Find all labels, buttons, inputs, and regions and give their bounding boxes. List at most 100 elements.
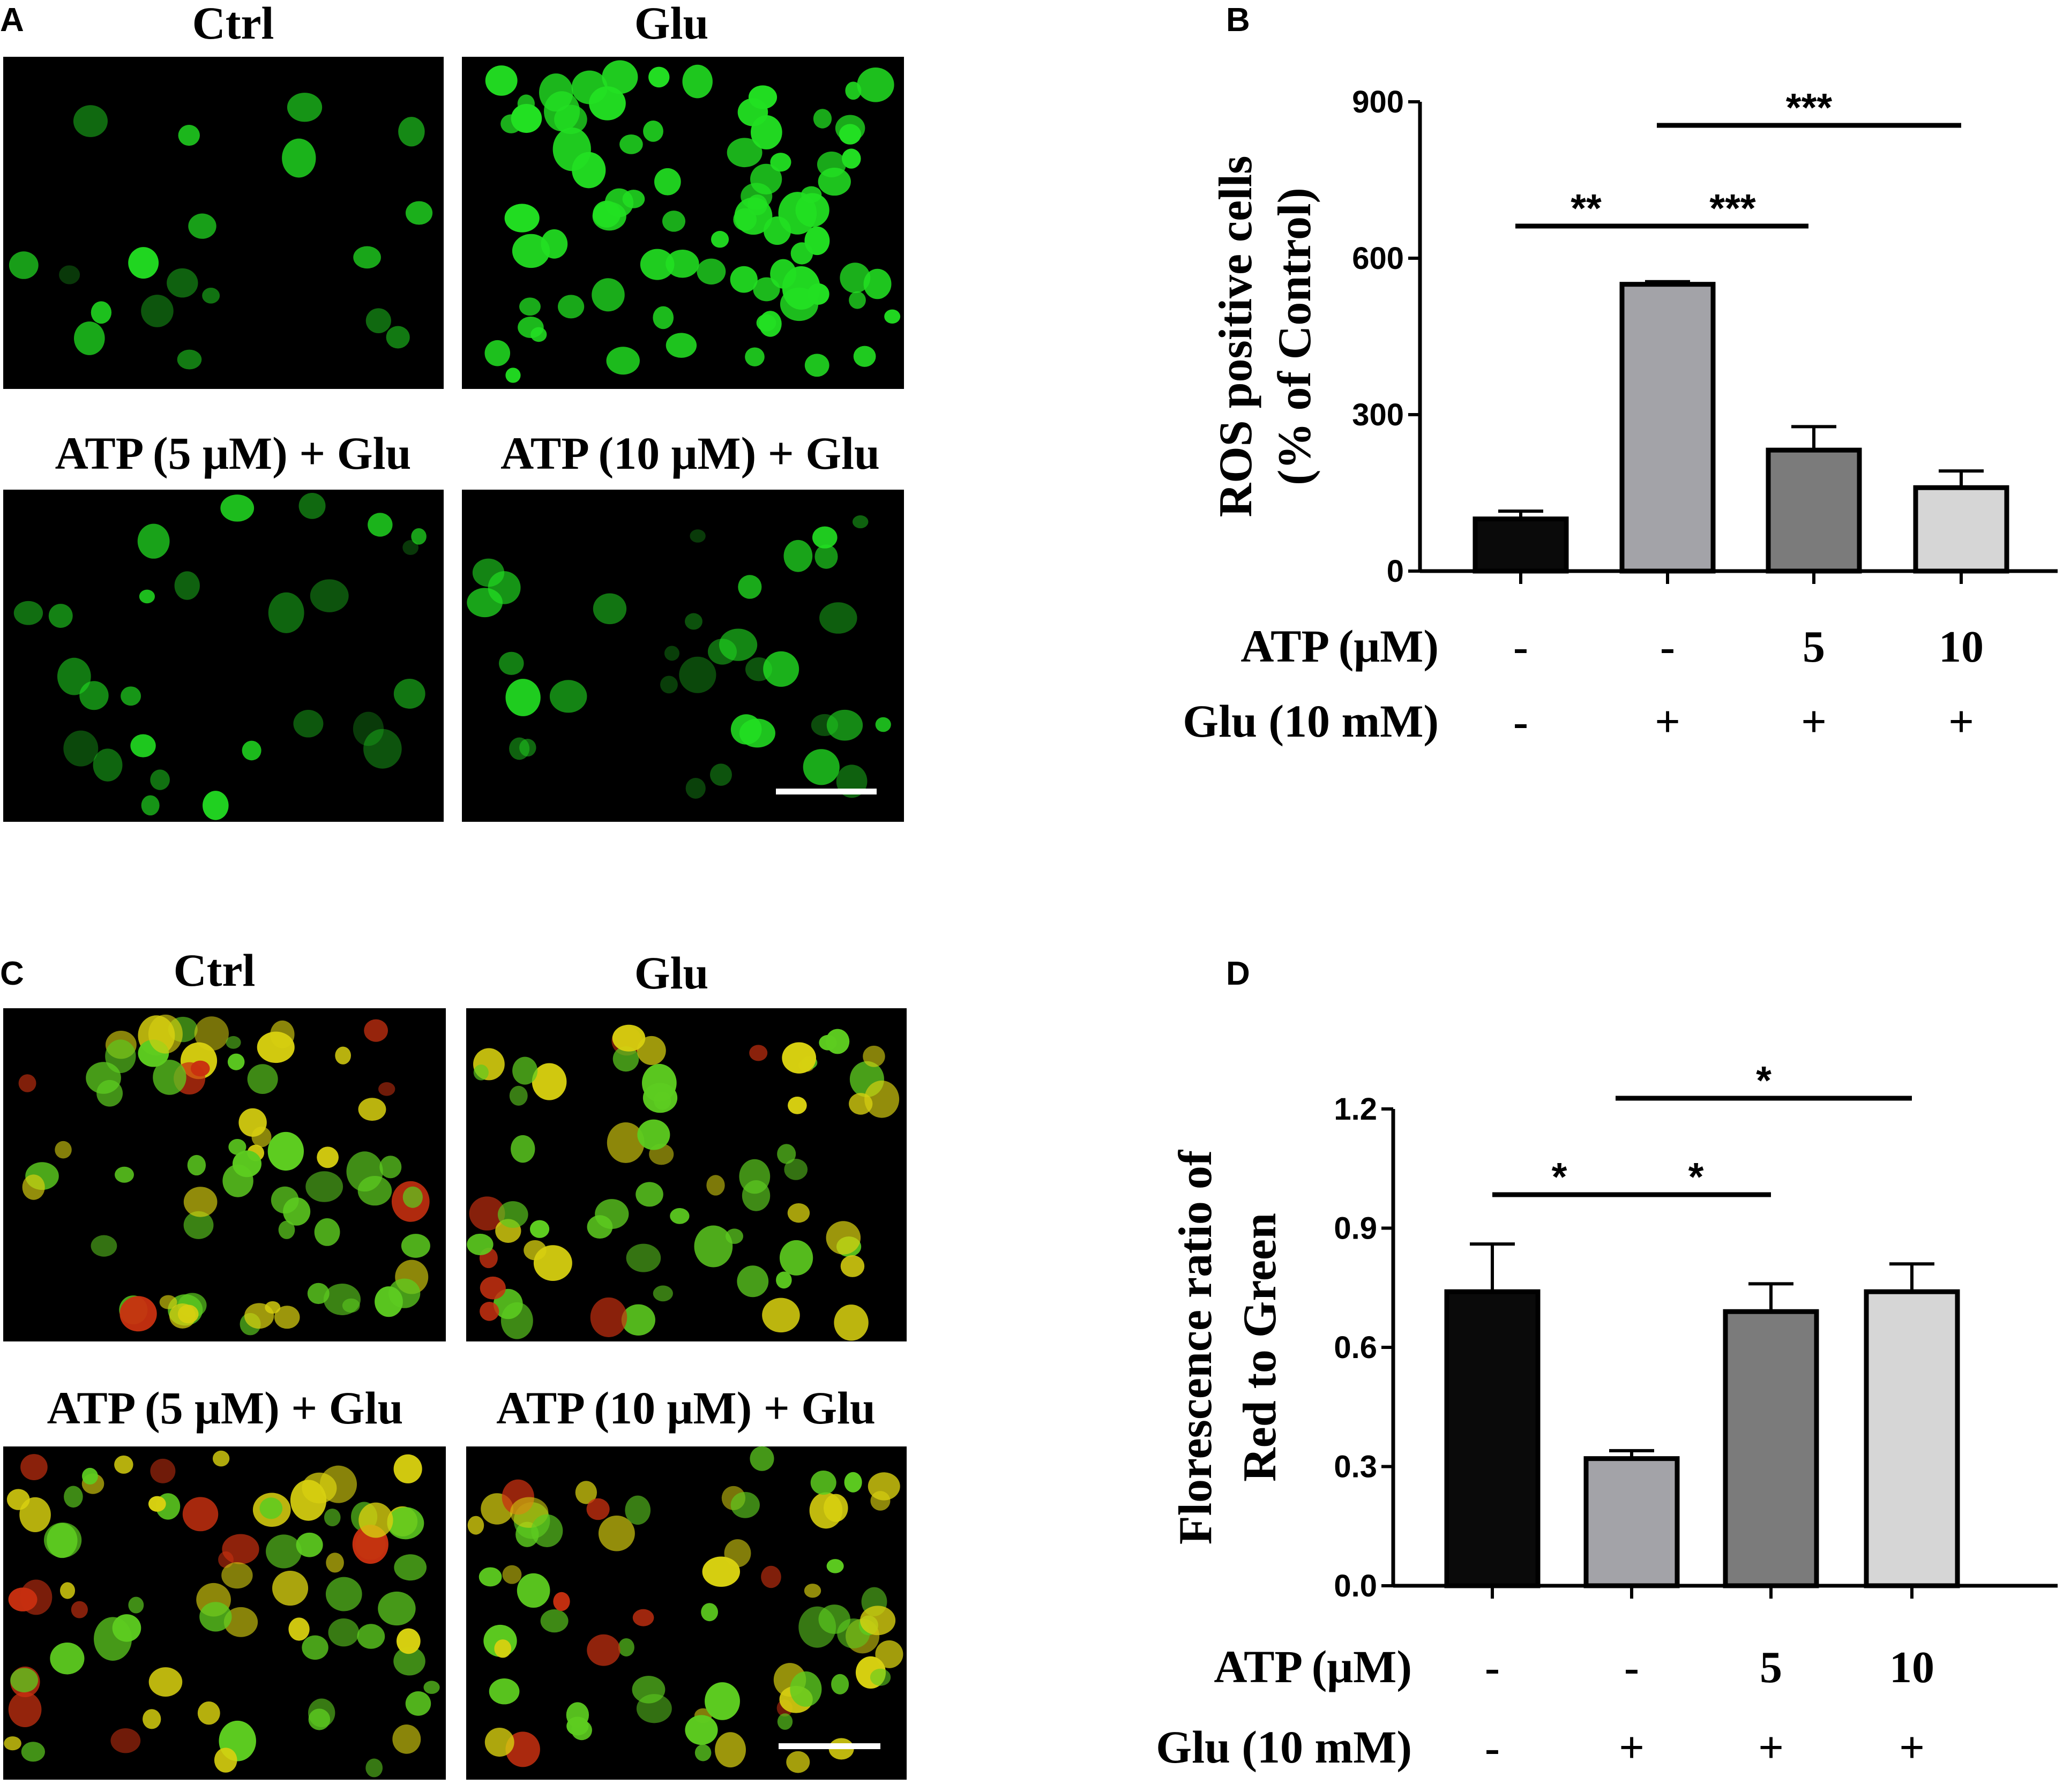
- cell: [55, 1141, 72, 1159]
- cell: [266, 1534, 302, 1569]
- cell: [137, 523, 170, 559]
- cell: [711, 230, 729, 248]
- cell: [183, 1211, 214, 1239]
- condition-value: +: [1655, 697, 1680, 747]
- cell: [59, 1582, 76, 1599]
- cell: [509, 737, 530, 760]
- cell: [786, 1751, 810, 1773]
- panel-letter-b: B: [1226, 2, 1250, 39]
- cell: [750, 1446, 774, 1471]
- cell: [267, 1131, 304, 1171]
- cell: [825, 1029, 850, 1054]
- cell: [298, 493, 326, 519]
- cell: [529, 1220, 550, 1238]
- cell: [811, 714, 839, 737]
- cell: [818, 168, 851, 196]
- cell: [840, 263, 871, 294]
- cell: [411, 528, 427, 545]
- cell: [96, 1079, 123, 1107]
- cell: [648, 66, 670, 88]
- cell: [730, 1491, 760, 1518]
- cell: [637, 1119, 670, 1150]
- cell: [259, 1497, 283, 1519]
- cell: [519, 297, 541, 316]
- cell: [554, 104, 587, 134]
- cell: [804, 1584, 821, 1598]
- cell: [467, 1516, 484, 1535]
- condition-value: -: [1485, 1723, 1500, 1773]
- condition-label: ATP (μM): [1240, 620, 1439, 672]
- cell: [238, 1108, 267, 1137]
- condition-value: -: [1660, 622, 1675, 672]
- y-tick-label: 900: [1352, 85, 1404, 119]
- cell: [884, 309, 901, 324]
- cell: [268, 592, 304, 633]
- cell: [467, 588, 503, 618]
- cell: [500, 114, 522, 133]
- cell: [505, 368, 521, 383]
- condition-value: +: [1948, 697, 1974, 747]
- cell: [190, 1060, 210, 1077]
- cell: [795, 193, 829, 227]
- cell: [64, 1486, 83, 1508]
- cell: [685, 1715, 718, 1745]
- cell: [22, 1174, 45, 1200]
- cell: [532, 1063, 567, 1100]
- cell: [852, 515, 869, 529]
- cell: [826, 1559, 844, 1573]
- cell: [517, 1573, 550, 1608]
- cell: [504, 204, 540, 233]
- cell: [682, 64, 713, 99]
- bar: [1619, 282, 1716, 574]
- micrograph-background: [466, 1008, 907, 1341]
- cell: [18, 1074, 36, 1092]
- image-title: ATP (10 μM) + Glu: [500, 428, 880, 479]
- cell: [187, 1154, 206, 1176]
- cell: [860, 1606, 896, 1636]
- micrograph-ctrl: [3, 57, 444, 389]
- cell: [612, 1024, 646, 1052]
- cell: [500, 1302, 533, 1339]
- cell: [502, 1565, 522, 1584]
- cell: [159, 1295, 177, 1309]
- cell: [293, 710, 324, 738]
- cell: [326, 1553, 344, 1573]
- cell: [587, 1215, 613, 1239]
- cell: [6, 1489, 30, 1510]
- y-axis-label: (% of Control): [1269, 188, 1321, 485]
- cell: [110, 1728, 141, 1753]
- cell: [670, 1208, 690, 1224]
- cell: [323, 1284, 361, 1315]
- cell: [625, 1495, 651, 1525]
- cell: [810, 1470, 836, 1495]
- cell: [727, 138, 763, 168]
- cell: [8, 1692, 42, 1727]
- cell: [13, 601, 43, 625]
- cell: [232, 1150, 261, 1178]
- cell: [148, 1014, 183, 1054]
- cell: [480, 1301, 499, 1321]
- cell: [63, 730, 99, 767]
- cell: [365, 308, 391, 333]
- cell: [745, 657, 773, 681]
- cell: [804, 354, 829, 377]
- cell: [202, 288, 220, 304]
- cell: [612, 1046, 639, 1072]
- significance-label: *: [1688, 1154, 1704, 1199]
- cell: [824, 1494, 848, 1522]
- cell: [167, 268, 198, 298]
- cell: [74, 321, 105, 355]
- cell: [139, 589, 155, 604]
- cell: [531, 1514, 563, 1547]
- cell: [423, 1681, 440, 1694]
- cell: [353, 711, 384, 746]
- cell: [697, 258, 726, 285]
- cell: [148, 1667, 183, 1697]
- cell: [619, 134, 643, 154]
- cell: [511, 1135, 535, 1163]
- condition-value: +: [1758, 1723, 1784, 1773]
- y-axis-label: Red to Green: [1234, 1213, 1286, 1482]
- cell: [618, 1638, 634, 1656]
- cell: [875, 717, 891, 732]
